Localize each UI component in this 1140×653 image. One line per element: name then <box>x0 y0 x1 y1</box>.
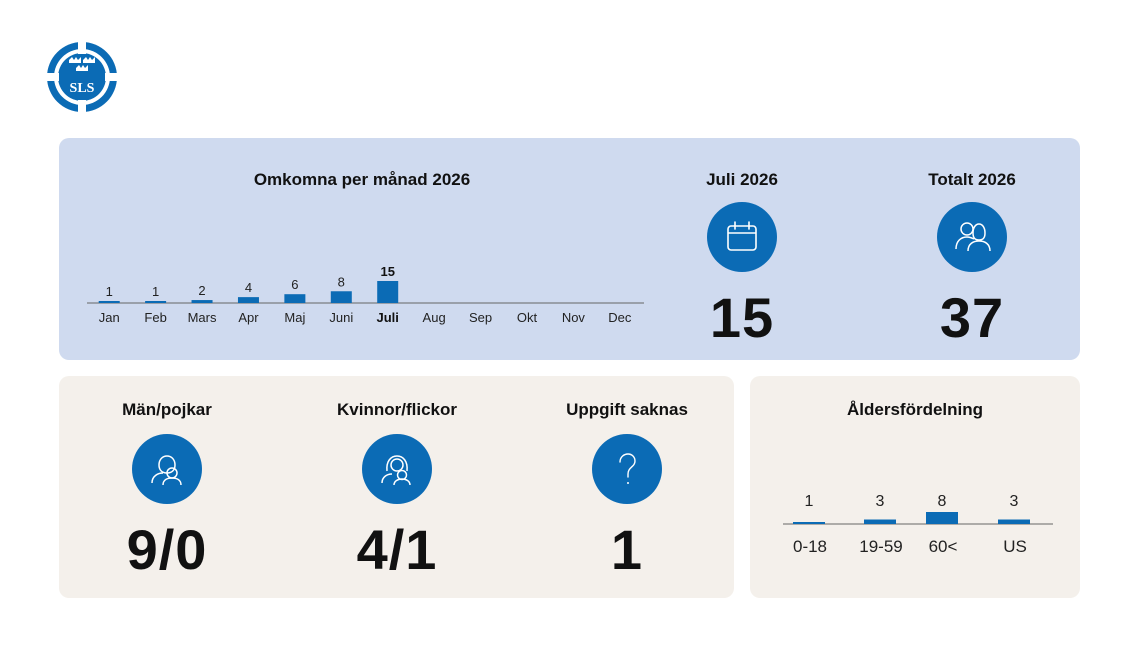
monthly-bar-value: 2 <box>198 283 205 298</box>
monthly-bar <box>145 301 167 303</box>
men-title: Män/pojkar <box>122 400 212 419</box>
age-chart-title: Åldersfördelning <box>846 400 984 419</box>
monthly-bar <box>330 291 352 303</box>
gender-panel: Män/pojkar 9/0 Kvinnor/flickor 4/1 Uppgi… <box>59 376 734 598</box>
total-value: 37 <box>939 286 1005 349</box>
monthly-tick-label: Apr <box>238 310 259 325</box>
monthly-tick-label: Maj <box>284 310 305 325</box>
monthly-bar-value: 8 <box>338 274 345 289</box>
calendar-icon <box>727 221 757 251</box>
monthly-bar-value: 1 <box>152 284 159 299</box>
age-bar <box>864 519 896 524</box>
age-tick-label: US <box>1003 537 1027 556</box>
current-month-title: Juli 2026 <box>706 170 778 189</box>
question-icon <box>619 453 636 484</box>
monthly-tick-label: Juli <box>377 310 399 325</box>
age-bar <box>998 519 1030 524</box>
monthly-tick-label: Aug <box>423 310 446 325</box>
monthly-bar-value: 15 <box>380 264 394 279</box>
men-icon-circle <box>132 434 202 504</box>
women-title: Kvinnor/flickor <box>337 400 457 419</box>
monthly-panel: Omkomna per månad 2026 1 Jan 1 Feb 2 Mars 4 Apr… <box>59 138 1080 360</box>
age-bar <box>793 522 825 524</box>
monthly-tick-label: Jan <box>99 310 120 325</box>
sls-logo: SLS <box>47 42 117 112</box>
monthly-bar-value: 4 <box>245 280 252 295</box>
unknown-title: Uppgift saknas <box>566 400 688 419</box>
monthly-bar <box>191 300 213 303</box>
age-bar <box>926 512 958 524</box>
monthly-tick-label: Feb <box>144 310 166 325</box>
unknown-icon-circle <box>592 434 662 504</box>
logo-text: SLS <box>70 81 95 96</box>
monthly-bar-chart: 1 Jan 1 Feb 2 Mars 4 Apr 6 Maj 8 Juni 15 Juli Aug Sep Ok… <box>87 264 644 325</box>
age-tick-label: 19-59 <box>859 537 902 556</box>
age-bar-value: 1 <box>805 493 814 510</box>
current-month-icon-circle <box>707 202 777 272</box>
men-value: 9/0 <box>126 518 208 581</box>
monthly-tick-label: Dec <box>608 310 632 325</box>
monthly-bar <box>284 294 306 303</box>
unknown-value: 1 <box>610 518 644 581</box>
people-icon <box>955 222 991 252</box>
women-icon-circle <box>362 434 432 504</box>
monthly-bar-value: 1 <box>106 284 113 299</box>
current-month-value: 15 <box>709 286 775 349</box>
monthly-tick-label: Mars <box>188 310 217 325</box>
women-value: 4/1 <box>356 518 438 581</box>
age-bar-value: 3 <box>876 493 885 510</box>
total-icon-circle <box>937 202 1007 272</box>
age-bar-chart: 1 0-18 3 19-59 8 60< 3 US <box>783 493 1053 556</box>
monthly-bar-value: 6 <box>291 277 298 292</box>
monthly-bar <box>237 297 259 303</box>
monthly-tick-label: Nov <box>562 310 586 325</box>
woman-girl-icon <box>381 455 411 486</box>
man-boy-icon <box>151 455 182 486</box>
age-bar-value: 3 <box>1010 493 1019 510</box>
monthly-tick-label: Okt <box>517 310 538 325</box>
monthly-bar <box>377 281 399 303</box>
age-tick-label: 0-18 <box>793 537 827 556</box>
monthly-bar <box>98 301 120 303</box>
total-title: Totalt 2026 <box>928 170 1016 189</box>
monthly-tick-label: Juni <box>329 310 353 325</box>
monthly-chart-title: Omkomna per månad 2026 <box>253 170 471 189</box>
monthly-tick-label: Sep <box>469 310 492 325</box>
age-bar-value: 8 <box>938 493 947 510</box>
age-tick-label: 60< <box>929 537 958 556</box>
age-panel: Åldersfördelning 1 0-18 3 19-59 8 60< 3 US <box>750 376 1080 598</box>
